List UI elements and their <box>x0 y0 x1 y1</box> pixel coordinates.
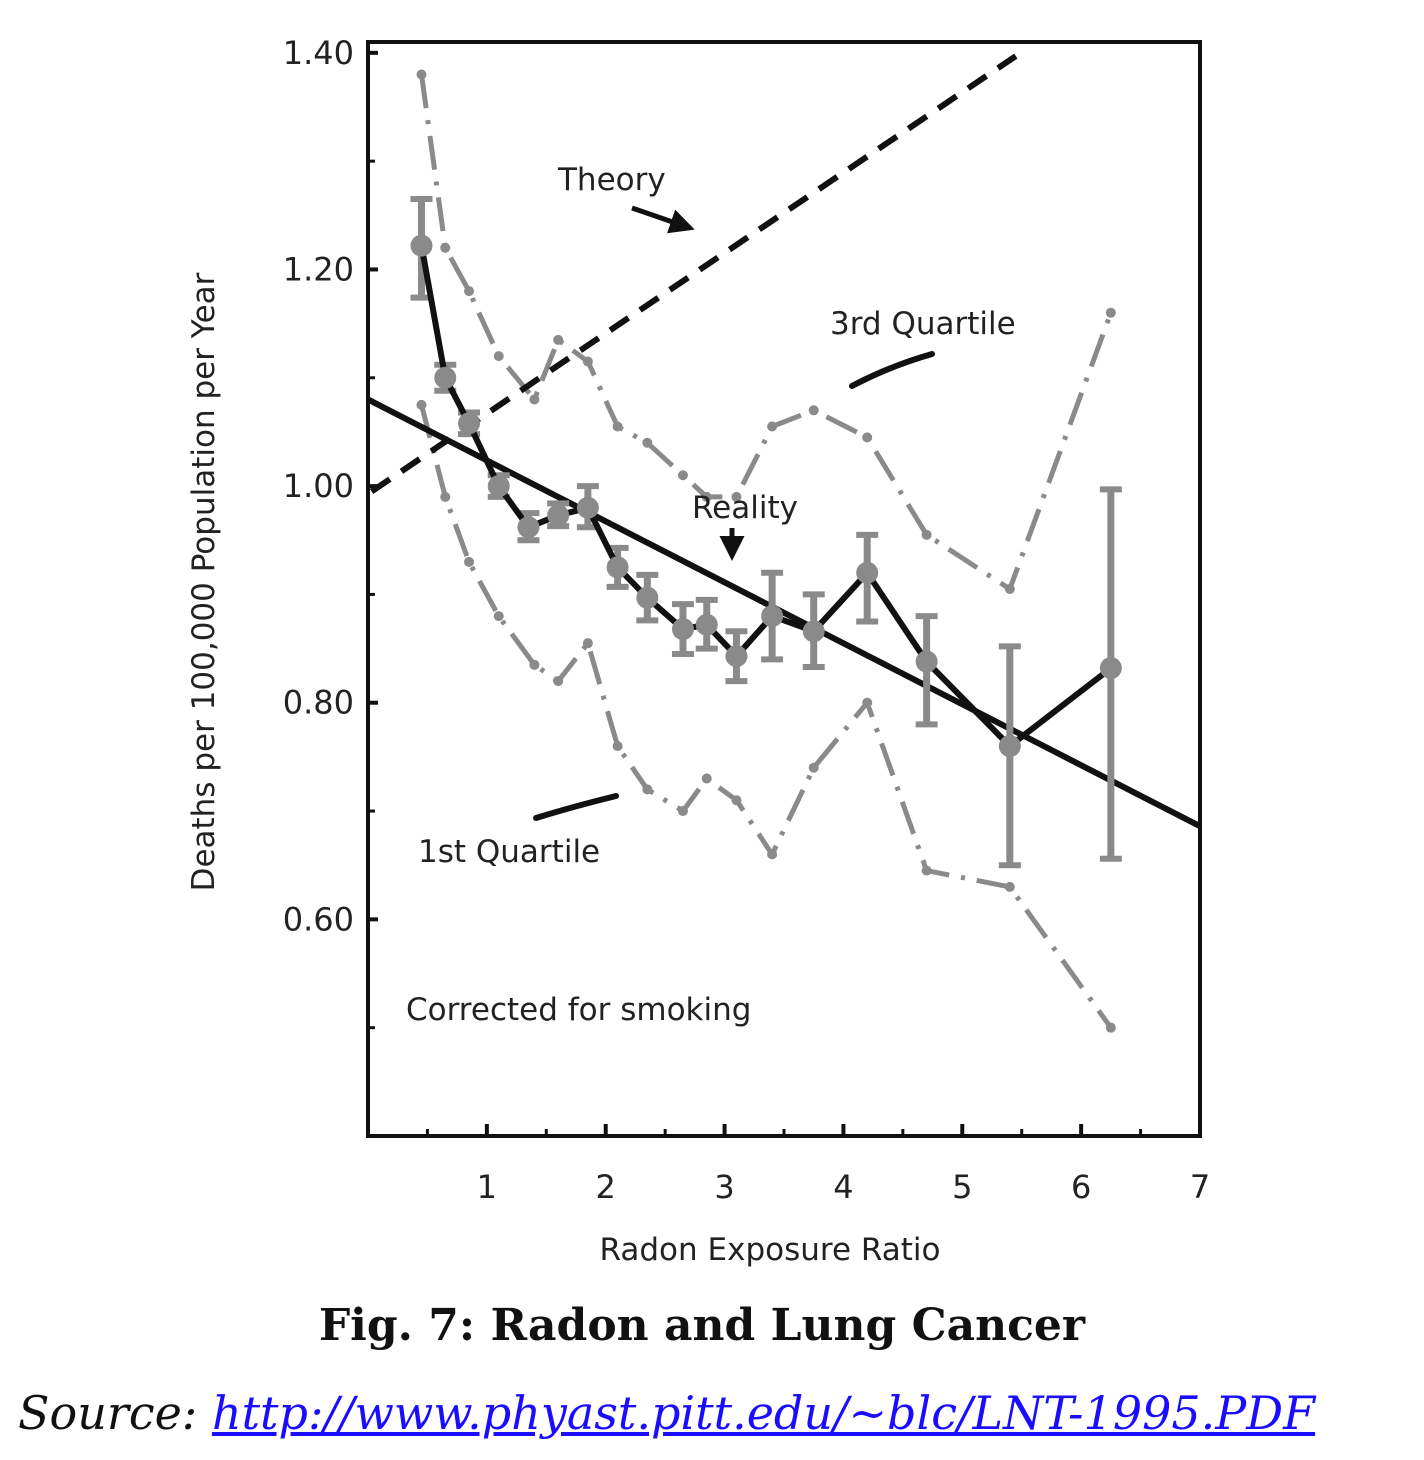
quartile-point <box>582 638 593 649</box>
y-tick-label: 1.40 <box>283 34 354 72</box>
quartile-point <box>701 491 712 502</box>
quartile-point <box>464 556 475 567</box>
data-point <box>458 412 481 435</box>
series-line-q1 <box>419 404 1113 1030</box>
quartile-point <box>493 351 504 362</box>
tick-layer: 1 2 3 4 5 6 7 0.60 0.80 1.00 1.20 1.40 <box>283 34 1210 1206</box>
quartile-point <box>677 470 688 481</box>
third-quartile-pointer <box>849 351 935 389</box>
series-line-reality <box>418 245 1113 750</box>
series-line-fit <box>366 396 1202 829</box>
quartile-point <box>493 611 504 622</box>
quartile-point <box>416 69 427 80</box>
quartile-point <box>731 795 742 806</box>
data-point <box>636 586 659 609</box>
quartile-point <box>642 437 653 448</box>
quartile-point <box>1004 881 1015 892</box>
data-point <box>434 366 457 389</box>
data-point <box>487 475 510 498</box>
quartile-point <box>808 762 819 773</box>
first-quartile-annotation: 1st Quartile <box>418 834 600 870</box>
y-tick-label: 0.80 <box>283 684 354 722</box>
x-tick-label: 4 <box>833 1168 853 1206</box>
source-link[interactable]: http://www.phyast.pitt.edu/~blc/LNT-1995… <box>211 1386 1315 1440</box>
series-line-q3 <box>419 74 1114 592</box>
x-tick-label: 3 <box>714 1168 734 1206</box>
quartile-point <box>416 399 427 410</box>
x-tick-label: 5 <box>952 1168 972 1206</box>
figure-title: Fig. 7: Radon and Lung Cancer <box>318 1300 1086 1351</box>
quartile-point <box>921 529 932 540</box>
x-tick-label: 2 <box>596 1168 616 1206</box>
x-axis-title: Radon Exposure Ratio <box>600 1232 941 1268</box>
data-point <box>576 496 599 519</box>
data-point <box>915 650 938 673</box>
source-line: Source: http://www.phyast.pitt.edu/~blc/… <box>18 1386 1315 1440</box>
quartile-point <box>464 286 475 297</box>
data-point <box>695 613 718 636</box>
data-point <box>1099 657 1122 680</box>
data-point <box>802 620 825 643</box>
data-point <box>517 516 540 539</box>
quartile-point <box>921 865 932 876</box>
data-point <box>606 556 629 579</box>
quartile-point <box>642 784 653 795</box>
quartile-point <box>612 421 623 432</box>
quartile-point <box>529 659 540 670</box>
third-quartile-annotation: 3rd Quartile <box>830 306 1016 342</box>
quartile-point <box>1105 307 1116 318</box>
quartile-point <box>553 334 564 345</box>
data-point <box>761 605 784 628</box>
radon-chart: 1 2 3 4 5 6 7 0.60 0.80 1.00 1.20 1.40 Theory 3rd Q… <box>186 34 1210 1268</box>
quartile-point <box>862 697 873 708</box>
quartile-point <box>1004 584 1015 594</box>
theory-annotation: Theory <box>557 162 666 198</box>
y-tick-label: 0.60 <box>283 900 354 938</box>
first-quartile-pointer <box>533 793 619 821</box>
plot-frame <box>366 40 1202 1138</box>
source-prefix: Source: <box>18 1386 198 1440</box>
quartile-point <box>529 394 540 405</box>
data-point <box>410 234 433 257</box>
data-point <box>998 735 1021 758</box>
quartile-point <box>767 849 778 860</box>
quartile-point <box>677 806 688 817</box>
x-tick-label: 1 <box>477 1168 497 1206</box>
y-axis-title: Deaths per 100,000 Population per Year <box>186 272 222 891</box>
quartile-point <box>1105 1022 1116 1033</box>
data-point <box>856 561 879 584</box>
corrected-annotation: Corrected for smoking <box>406 992 751 1028</box>
series-layer <box>366 53 1202 1033</box>
quartile-point <box>767 421 778 432</box>
data-point <box>547 504 570 527</box>
quartile-point <box>582 356 593 367</box>
marker-layer <box>410 196 1122 869</box>
quartile-point <box>440 242 451 253</box>
x-tick-label: 6 <box>1071 1168 1091 1206</box>
quartile-point <box>440 491 451 502</box>
data-point <box>671 618 694 641</box>
reality-annotation: Reality <box>692 490 798 526</box>
quartile-point <box>808 405 819 416</box>
y-tick-label: 1.20 <box>283 250 354 288</box>
quartile-point <box>701 773 712 784</box>
quartile-point <box>862 432 873 443</box>
quartile-point <box>553 676 564 687</box>
quartile-point <box>731 491 742 502</box>
y-tick-label: 1.00 <box>283 467 354 505</box>
quartile-point <box>612 741 623 752</box>
x-tick-label: 7 <box>1190 1168 1210 1206</box>
data-point <box>725 645 748 668</box>
theory-arrow <box>631 205 695 234</box>
